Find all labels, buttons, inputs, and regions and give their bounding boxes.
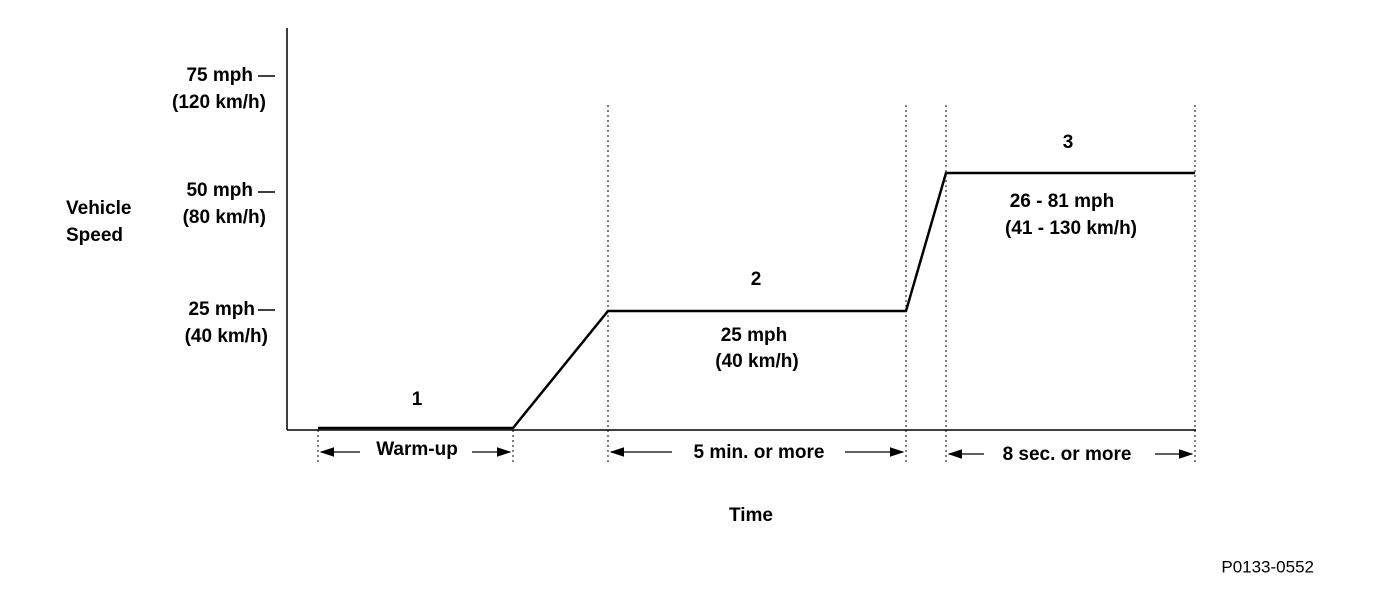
y-tick-label: 50 mph: [186, 180, 253, 201]
y-tick-label: 25 mph: [188, 299, 255, 320]
y-axis-label: Speed: [66, 225, 123, 246]
phase-duration: 5 min. or more: [694, 442, 825, 463]
phase-dividers: [317, 105, 1196, 462]
y-axis-label: Vehicle: [66, 198, 132, 219]
phase-speed: 25 mph: [721, 325, 788, 346]
x-axis-label: Time: [729, 505, 773, 526]
figure-id: P0133-0552: [1221, 557, 1314, 576]
phase-speed: (40 km/h): [715, 351, 798, 372]
speed-profile: [318, 171, 1195, 430]
y-tick-label: (120 km/h): [172, 92, 266, 113]
y-tick-label: (40 km/h): [185, 326, 268, 347]
phase-speed: (41 - 130 km/h): [1005, 218, 1137, 239]
phase-duration: Warm-up: [376, 439, 458, 460]
phase-duration: 8 sec. or more: [1003, 444, 1132, 465]
duration-arrows: [319, 447, 1194, 459]
phase-number: 2: [751, 269, 762, 290]
y-tick-label: 75 mph: [186, 65, 253, 86]
y-tick-label: (80 km/h): [183, 207, 266, 228]
phase-number: 3: [1063, 132, 1074, 153]
phase-speed: 26 - 81 mph: [1010, 191, 1115, 212]
axes: [258, 28, 1196, 431]
phase-number: 1: [412, 389, 423, 410]
